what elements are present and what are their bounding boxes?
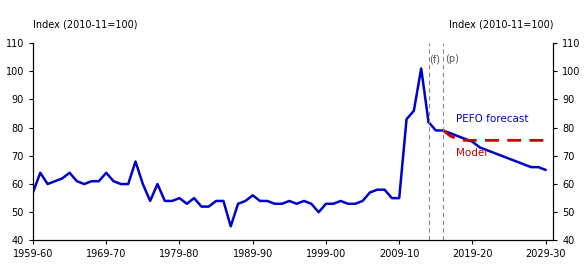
Text: Index (2010-11=100): Index (2010-11=100)	[33, 19, 138, 29]
Text: (f): (f)	[430, 54, 440, 64]
Text: PEFO forecast: PEFO forecast	[456, 114, 528, 124]
Text: Model: Model	[456, 148, 487, 158]
Text: Index (2010-11=100): Index (2010-11=100)	[448, 19, 553, 29]
Text: (p): (p)	[445, 54, 459, 64]
